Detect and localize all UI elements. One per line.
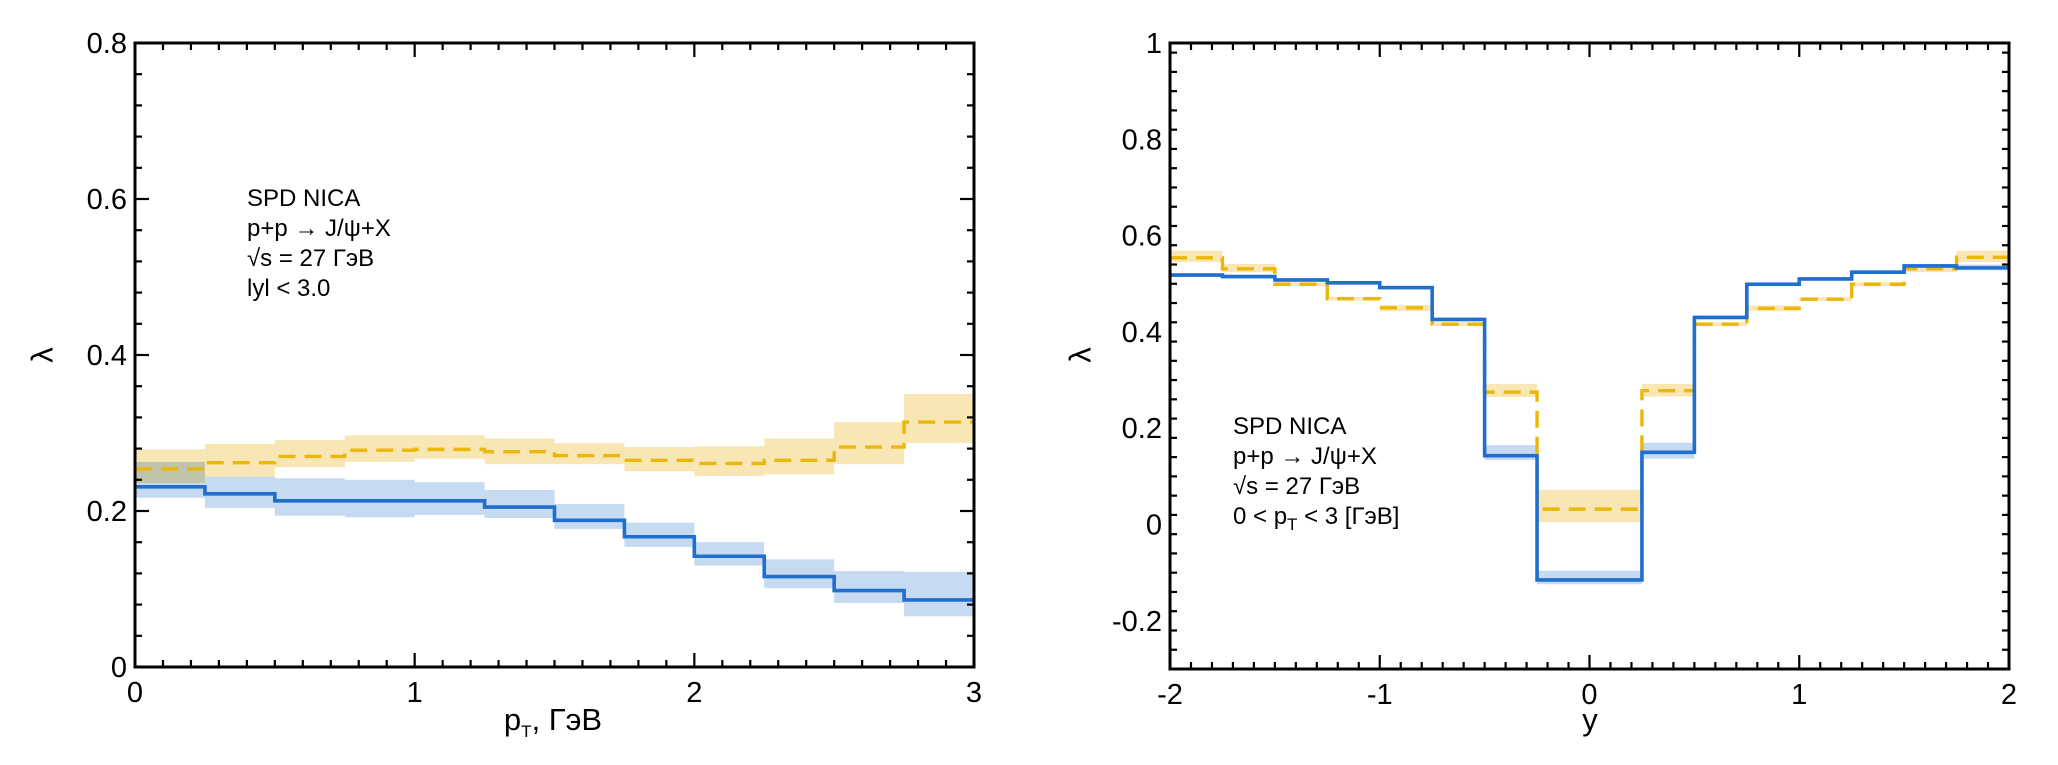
left-annotation-line-1: SPD NICA bbox=[247, 185, 360, 212]
right-blue-solid-line bbox=[1170, 264, 2009, 582]
right-tick-labels: -2 -1 0 1 2 -0.2 0 0.2 0.4 0.6 0.8 1 bbox=[1112, 28, 2017, 711]
right-y-tick-label: 0.2 bbox=[1122, 413, 1162, 445]
right-x-tick-label: 1 bbox=[1791, 679, 1807, 711]
right-y-tick-label: 0.4 bbox=[1122, 317, 1162, 349]
left-annotation: SPD NICA p+p → J/ψ+X √s = 27 ГэВ lyl < 3… bbox=[247, 185, 391, 302]
left-annotation-line-3: √s = 27 ГэВ bbox=[247, 245, 374, 272]
right-x-tick-label: -2 bbox=[1157, 679, 1183, 711]
left-blue-solid-band-bin-7 bbox=[624, 522, 695, 547]
left-plot-frame bbox=[133, 41, 976, 669]
right-yellow-dashed-band-bin-7 bbox=[1537, 489, 1642, 523]
left-blue-solid-band-bin-2 bbox=[274, 478, 345, 516]
left-annotation-line-4: lyl < 3.0 bbox=[247, 275, 330, 302]
left-y-tick-label: 0.2 bbox=[87, 496, 127, 528]
left-blue-solid-band-bin-9 bbox=[764, 559, 835, 589]
left-annotation-line-2: p+p → J/ψ+X bbox=[247, 215, 391, 242]
left-y-tick-label: 0.8 bbox=[87, 28, 127, 60]
right-annotation-line-4: 0 < pT < 3 [ГэВ] bbox=[1233, 503, 1399, 534]
left-x-tick-label: 0 bbox=[127, 677, 143, 709]
left-yellow-dashed-line bbox=[135, 420, 974, 471]
right-annotation-line-4-b: < 3 [ГэВ] bbox=[1297, 503, 1399, 530]
left-yellow-dashed-band-bin-9 bbox=[764, 438, 835, 475]
left-yellow-dashed-band-bin-4 bbox=[414, 435, 485, 459]
right-annotation-line-4-sub: T bbox=[1287, 515, 1297, 534]
right-annotation: SPD NICA p+p → J/ψ+X √s = 27 ГэВ 0 < pT … bbox=[1233, 413, 1399, 534]
left-blue-solid-band-bin-10 bbox=[834, 571, 905, 604]
left-blue-solid-band-bin-8 bbox=[694, 542, 765, 566]
left-lines bbox=[135, 420, 974, 602]
right-y-tick-label: 0.8 bbox=[1122, 124, 1162, 156]
left-yellow-dashed-band-bin-2 bbox=[274, 440, 345, 468]
right-y-axis-label: λ bbox=[1063, 347, 1098, 363]
right-yellow-dashed-line bbox=[1170, 255, 2009, 511]
right-annotation-line-1: SPD NICA bbox=[1233, 413, 1346, 440]
left-yellow-dashed-band-bin-6 bbox=[554, 443, 625, 465]
right-x-tick-label: -1 bbox=[1367, 679, 1393, 711]
right-annotation-line-2: p+p → J/ψ+X bbox=[1233, 443, 1377, 470]
left-blue-solid-band-bin-5 bbox=[484, 489, 555, 519]
left-tick-labels: 0 1 2 3 0 0.2 0.4 0.6 0.8 bbox=[87, 28, 982, 709]
right-x-tick-label: 2 bbox=[2001, 679, 2017, 711]
right-y-tick-label: 1 bbox=[1146, 28, 1162, 60]
left-y-tick-label: 0.6 bbox=[87, 184, 127, 216]
left-x-tick-label: 3 bbox=[966, 677, 982, 709]
left-blue-solid-band-bin-11 bbox=[904, 571, 974, 617]
left-yellow-dashed-band-bin-1 bbox=[204, 443, 275, 477]
left-x-tick-label: 1 bbox=[407, 677, 423, 709]
right-panel-rapidity: -2 -1 0 1 2 -0.2 0 0.2 0.4 0.6 0.8 1 SPD NICA p+p →… bbox=[1063, 28, 2018, 737]
left-blue-solid-band-bin-6 bbox=[554, 503, 625, 529]
right-x-axis-label: y bbox=[1582, 702, 1598, 737]
left-blue-solid-band-bin-4 bbox=[414, 482, 485, 515]
right-annotation-line-4-a: 0 < p bbox=[1233, 503, 1287, 530]
right-blue-solid-band-bin-7 bbox=[1537, 570, 1642, 585]
right-y-tick-label: 0.6 bbox=[1122, 221, 1162, 253]
left-x-label-tail: , ГэВ bbox=[532, 702, 603, 737]
right-yellow-dashed-band-bin-11 bbox=[1799, 297, 1852, 302]
right-y-tick-label: 0 bbox=[1146, 510, 1162, 542]
right-yellow-dashed-band-bin-9 bbox=[1694, 322, 1747, 327]
left-panel-pt: 0 1 2 3 0 0.2 0.4 0.6 0.8 SPD NICA p+p → J/ψ+X √… bbox=[25, 28, 983, 741]
left-bands bbox=[135, 394, 974, 617]
left-yellow-dashed-band-bin-8 bbox=[694, 446, 765, 476]
right-lines bbox=[1170, 255, 2009, 582]
right-annotation-line-3: √s = 27 ГэВ bbox=[1233, 473, 1360, 500]
right-y-tick-label: -0.2 bbox=[1112, 606, 1162, 638]
left-x-axis-label: pT, ГэВ bbox=[504, 702, 602, 741]
left-x-label-main: p bbox=[504, 702, 521, 737]
left-x-tick-label: 2 bbox=[686, 677, 702, 709]
left-blue-solid-band-bin-3 bbox=[344, 479, 415, 518]
right-x-tick-label: 0 bbox=[1581, 679, 1597, 711]
right-plot-frame bbox=[1168, 41, 2011, 671]
left-y-tick-label: 0 bbox=[111, 652, 127, 684]
right-blue-solid-band-bin-6 bbox=[1484, 445, 1538, 461]
left-x-label-sub: T bbox=[521, 722, 531, 741]
left-blue-solid-line bbox=[135, 485, 974, 602]
left-yellow-dashed-band-bin-10 bbox=[834, 422, 905, 465]
left-y-axis-label: λ bbox=[25, 347, 60, 363]
left-yellow-dashed-band-bin-11 bbox=[904, 394, 974, 444]
left-y-tick-label: 0.4 bbox=[87, 340, 127, 372]
